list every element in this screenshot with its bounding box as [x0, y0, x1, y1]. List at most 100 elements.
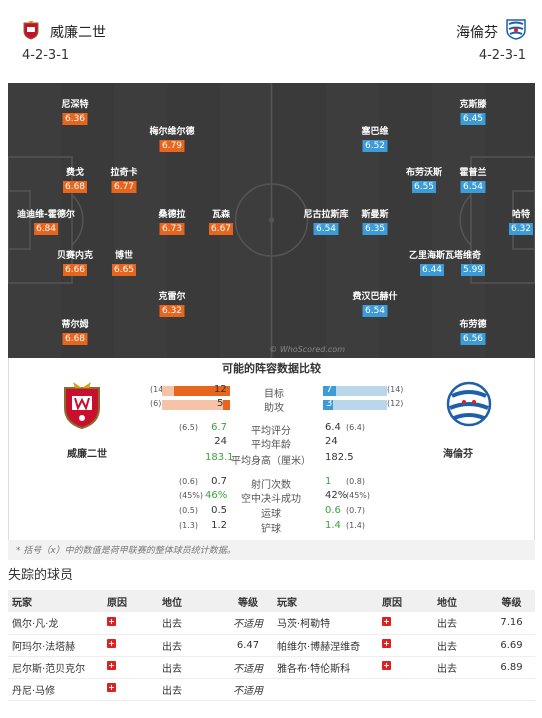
- home-player[interactable]: 贝赛内克 6.66: [57, 250, 93, 276]
- player-rating: 6.54: [460, 181, 486, 193]
- away-stat-value: 1: [325, 476, 332, 487]
- home-player[interactable]: 费戈 6.68: [62, 167, 88, 193]
- away-player[interactable]: 克斯滕 6.45: [459, 99, 487, 125]
- player-rating: 6.84: [33, 223, 59, 235]
- away-team-label: 海倫芬: [443, 449, 473, 460]
- player-name: 费戈: [65, 168, 85, 178]
- missing-player-name[interactable]: 丹尼·马修: [8, 678, 103, 701]
- home-player[interactable]: 桑德拉 6.73: [158, 209, 186, 235]
- home-assists-track: [162, 400, 230, 410]
- missing-player-name[interactable]: 帕维尔·博赫涅维奇: [273, 634, 378, 657]
- away-team-name[interactable]: 海倫芬: [456, 25, 498, 41]
- player-name: 费汉巴赫什: [352, 292, 398, 302]
- goals-label: 目标: [264, 389, 284, 400]
- player-rating: 6.52: [362, 140, 388, 152]
- away-formation: 4-2-3-1: [478, 48, 526, 63]
- player-name: 克雷尔: [158, 292, 186, 302]
- rating-cell: 不适用: [223, 656, 273, 679]
- missing-player-name[interactable]: 雅各布·特伦斯科: [273, 656, 378, 679]
- away-crest-large-icon: [446, 381, 492, 427]
- away-player[interactable]: 布劳德 6.56: [459, 319, 487, 345]
- injury-icon: [107, 661, 116, 670]
- table-row: 佩尔·凡·龙 出去 不适用 马茨·柯勒特 出去 7.16: [8, 612, 535, 635]
- away-player[interactable]: 乙里海斯瓦塔维奇 6.44: [409, 250, 481, 276]
- stat-label: 平均评分: [251, 426, 291, 437]
- reason-cell: [103, 612, 158, 635]
- home-team-name[interactable]: 威廉二世: [50, 25, 106, 41]
- away-stat-value: 0.6: [325, 505, 341, 516]
- player-rating: 6.66: [62, 264, 88, 276]
- player-rating: 6.32: [508, 223, 534, 235]
- home-player[interactable]: 克雷尔 6.32: [158, 291, 186, 317]
- away-stat-value: 24: [325, 436, 338, 447]
- missing-player-name[interactable]: [273, 678, 378, 701]
- home-team-label: 威廉二世: [67, 449, 107, 460]
- missing-player-name[interactable]: 马茨·柯勒特: [273, 612, 378, 635]
- home-player[interactable]: 尼深特 6.36: [61, 99, 89, 125]
- player-rating: 6.54: [362, 305, 388, 317]
- away-player[interactable]: 费汉巴赫什 6.54: [352, 291, 398, 317]
- player-name: 迪迪维-霍德尔: [17, 210, 75, 220]
- player-rating: 6.32: [159, 305, 185, 317]
- stat-label: 空中决斗成功: [241, 494, 301, 505]
- rating-cell: 7.16: [488, 612, 535, 635]
- home-league-value: (45%): [179, 491, 204, 500]
- col-player: 玩家: [8, 590, 103, 612]
- home-player[interactable]: 瓦森 6.67: [208, 209, 234, 235]
- home-stat-value: 183.1: [205, 452, 234, 463]
- home-goals-league: (14): [150, 385, 167, 394]
- missing-player-name[interactable]: 尼尔斯·范贝克尔: [8, 656, 103, 679]
- away-goals-league: (14): [387, 385, 404, 394]
- away-player[interactable]: 布劳沃斯 6.55: [406, 167, 442, 193]
- player-name: 尼古拉斯库: [303, 210, 349, 220]
- status-cell: 出去: [433, 634, 488, 657]
- away-player[interactable]: 5.99: [460, 262, 486, 276]
- away-player[interactable]: 塞巴维 6.52: [361, 126, 389, 152]
- home-stat-value: 6.7: [211, 422, 227, 433]
- away-player[interactable]: 斯曼斯 6.35: [361, 209, 389, 235]
- col-rating: 等级: [488, 590, 535, 612]
- home-assists-league: (6): [150, 399, 162, 408]
- home-player[interactable]: 拉奇卡 6.77: [110, 167, 138, 193]
- away-stat-value: 1.4: [325, 520, 341, 531]
- home-assists: 5: [217, 398, 224, 409]
- away-assists: 3: [326, 398, 333, 409]
- table-row: 丹尼·马修 出去 不适用: [8, 678, 535, 701]
- injury-icon: [107, 616, 116, 626]
- away-league-value: (45%): [346, 491, 371, 500]
- injury-icon: [107, 683, 116, 692]
- away-player[interactable]: 尼古拉斯库 6.54: [303, 209, 349, 235]
- home-league-value: (6.5): [179, 423, 198, 432]
- away-player[interactable]: 哈特 6.32: [508, 209, 534, 235]
- player-rating: 6.68: [62, 181, 88, 193]
- status-cell: 出去: [158, 678, 223, 701]
- home-player[interactable]: 梅尔维尔德 6.79: [149, 126, 195, 152]
- reason-cell: [103, 678, 158, 701]
- away-assists-league: (12): [387, 399, 404, 408]
- away-league-value: (0.7): [346, 506, 365, 515]
- home-player[interactable]: 博世 6.65: [111, 250, 137, 276]
- pitch-markings: [8, 83, 535, 358]
- away-goals: 7: [326, 384, 333, 395]
- missing-player-name[interactable]: 阿玛尔·法塔赫: [8, 634, 103, 657]
- player-rating: 6.56: [460, 333, 486, 345]
- home-league-value: (0.6): [179, 477, 198, 486]
- status-cell: [433, 678, 488, 701]
- player-name: 塞巴维: [361, 127, 389, 137]
- rating-cell: 不适用: [223, 678, 273, 701]
- away-goals-track: [323, 386, 387, 396]
- away-player[interactable]: 霍普兰 6.54: [459, 167, 487, 193]
- player-rating: 6.65: [111, 264, 137, 276]
- home-stat-value: 46%: [205, 490, 228, 501]
- player-rating: 6.73: [159, 223, 185, 235]
- missing-players-title: 失踪的球员: [8, 568, 74, 583]
- home-goals: 12: [214, 384, 227, 395]
- away-league-value: (6.4): [346, 423, 365, 432]
- home-player[interactable]: 蒂尔姆 6.68: [61, 319, 89, 345]
- rating-cell: 6.89: [488, 656, 535, 679]
- home-player[interactable]: 迪迪维-霍德尔 6.84: [17, 209, 75, 235]
- stats-footnote: * 括号（x）中的数值是荷甲联赛的整体球员统计数据。: [8, 540, 535, 560]
- away-league-value: (0.8): [346, 477, 365, 486]
- missing-player-name[interactable]: 佩尔·凡·龙: [8, 612, 103, 635]
- injury-icon: [107, 639, 116, 648]
